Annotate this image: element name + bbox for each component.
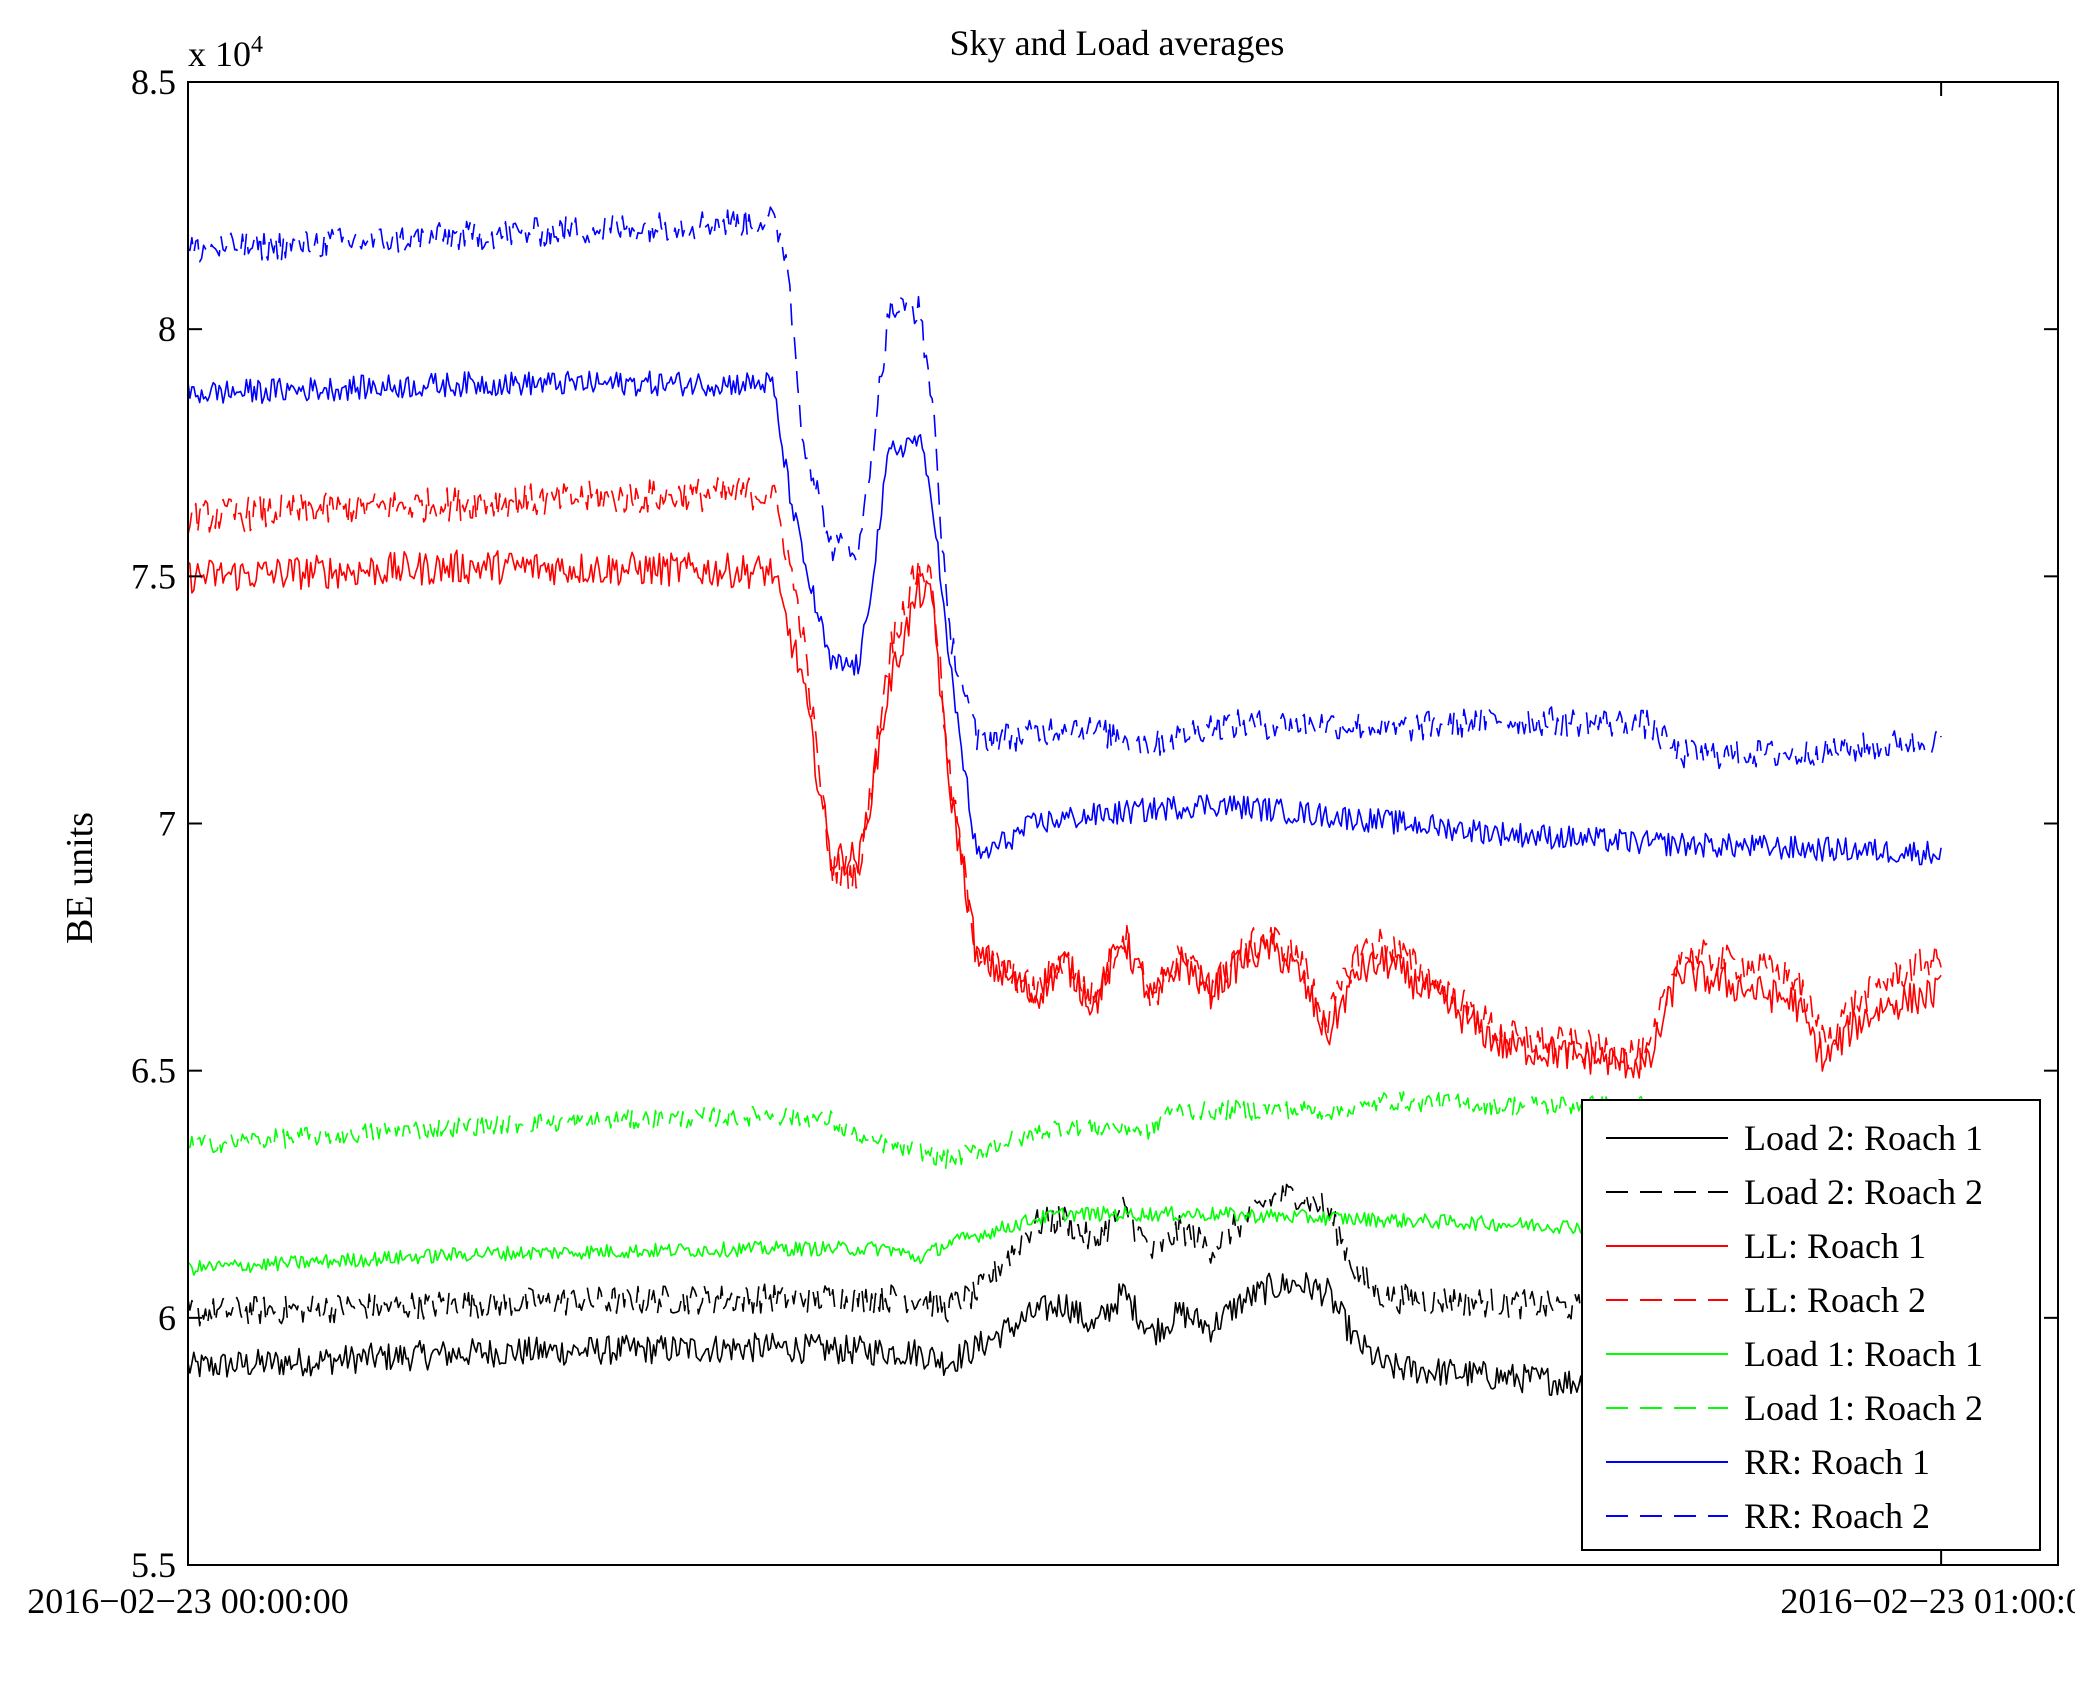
legend-label-5: Load 1: Roach 2 (1744, 1388, 1983, 1428)
x-tick-label-1: 2016−02−23 01:00:00 (1780, 1581, 2075, 1621)
legend-label-7: RR: Roach 2 (1744, 1496, 1930, 1536)
legend-label-4: Load 1: Roach 1 (1744, 1334, 1983, 1374)
legend-label-3: LL: Roach 2 (1744, 1280, 1926, 1320)
y-tick-label-5: 8 (158, 309, 176, 349)
legend-label-1: Load 2: Roach 2 (1744, 1172, 1983, 1212)
y-axis-multiplier-exponent: 4 (251, 32, 263, 58)
legend-label-0: Load 2: Roach 1 (1744, 1118, 1983, 1158)
y-tick-label-0: 5.5 (131, 1545, 176, 1585)
series-line-3 (188, 476, 1942, 1071)
chart-title: Sky and Load averages (950, 23, 1285, 63)
series-line-2 (188, 549, 1942, 1079)
axes: 5.5 6 6.5 7 7.5 8 8.5 2016−02−23 00:00:00 2016−0… (27, 62, 2075, 1621)
y-tick-label-4: 7.5 (131, 556, 176, 596)
x-tick-label-0: 2016−02−23 00:00:00 (27, 1581, 349, 1621)
legend-label-2: LL: Roach 1 (1744, 1226, 1926, 1266)
series-line-7 (188, 206, 1942, 770)
legend-box (1581, 1099, 2041, 1551)
series-line-6 (188, 370, 1942, 866)
y-tick-label-3: 7 (158, 804, 176, 844)
legend: Load 2: Roach 1 Load 2: Roach 2 LL: Roach … (1581, 1099, 2041, 1551)
legend-label-6: RR: Roach 1 (1744, 1442, 1930, 1482)
y-tick-label-2: 6.5 (131, 1051, 176, 1091)
y-tick-label-1: 6 (158, 1298, 176, 1338)
y-axis-multiplier: x 104 (188, 32, 263, 74)
y-tick-label-6: 8.5 (131, 62, 176, 102)
y-axis-label: BE units (59, 812, 101, 944)
